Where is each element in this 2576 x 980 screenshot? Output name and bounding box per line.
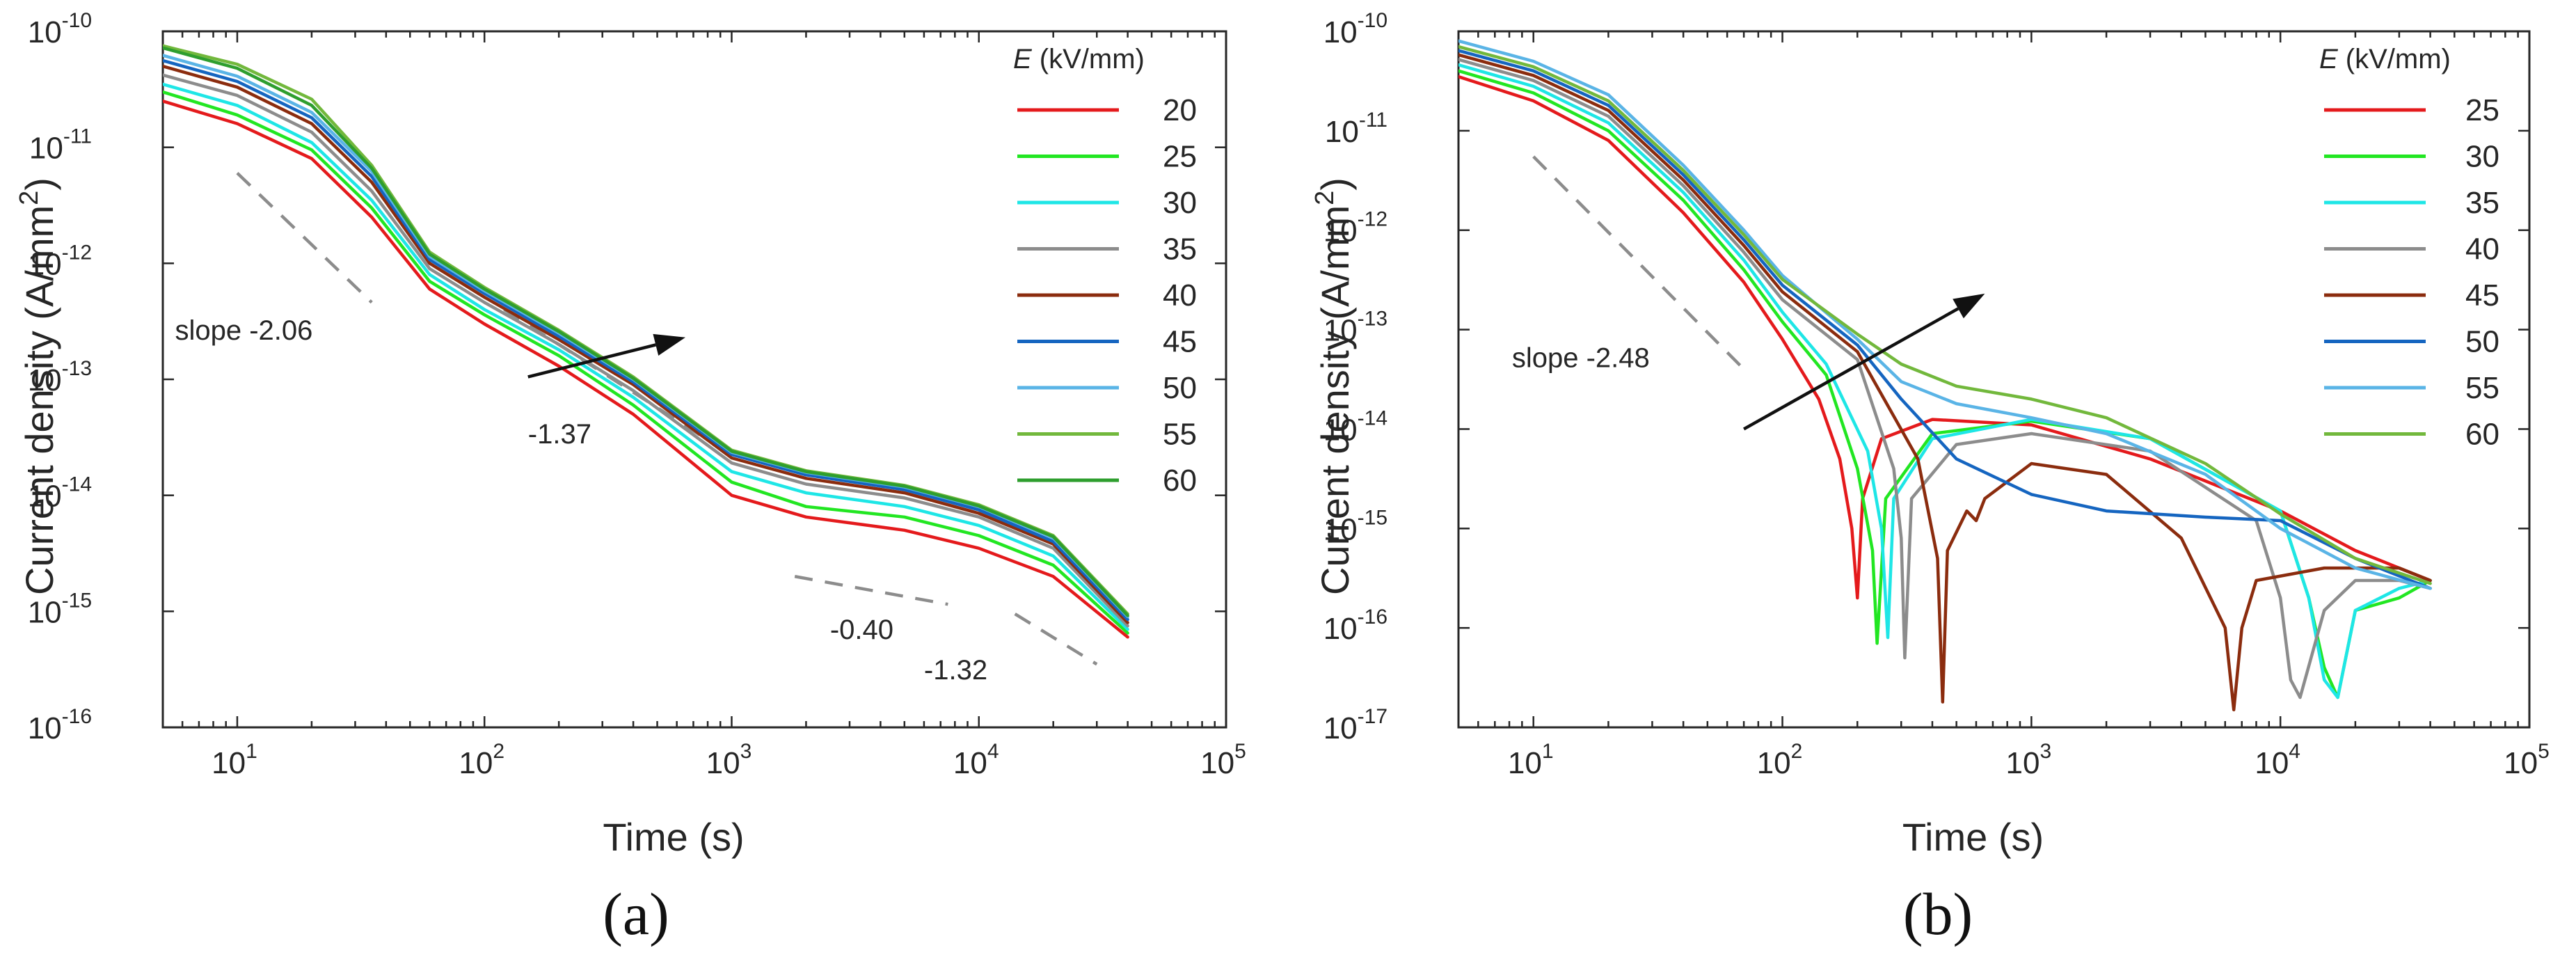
legend-label: 45: [2465, 278, 2499, 313]
y-tick-label: 10-11: [1325, 109, 1388, 149]
slope-guide-line: [1532, 155, 1745, 371]
y-tick-label: 10-12: [28, 241, 92, 281]
y-tick-label: 10-10: [28, 9, 92, 49]
y-tick-label: 10-16: [28, 705, 92, 745]
y-tick-label: 10-16: [1323, 606, 1388, 646]
x-tick-label: 101: [212, 740, 257, 780]
y-tick-label: 10-13: [28, 357, 92, 397]
slope-guide-label: slope -2.06: [175, 315, 312, 346]
x-axis-label: Time (s): [1902, 815, 2044, 859]
legend-label: 25: [1163, 140, 1197, 174]
y-tick-label: 10-14: [28, 473, 92, 514]
series-line-30: [1458, 69, 2432, 700]
series-line-35: [163, 73, 1129, 628]
series-line-40: [163, 64, 1129, 624]
legend-label: 55: [2465, 371, 2499, 405]
legend-label: 45: [1163, 325, 1197, 359]
slope-guide-line: [1014, 612, 1098, 666]
x-tick-label: 103: [706, 740, 752, 780]
y-tick-label: 10-15: [1323, 506, 1388, 546]
slope-guide-label: -1.37: [528, 419, 591, 450]
series-line-35: [1458, 63, 2432, 700]
y-tick-label: 10-17: [1323, 705, 1388, 745]
y-tick-label: 10-10: [1323, 9, 1388, 49]
legend-label: 30: [1163, 186, 1197, 220]
legend-label: 50: [2465, 325, 2499, 359]
legend-label: 35: [2465, 186, 2499, 220]
legend-label: 55: [1163, 418, 1197, 452]
chart-panel-b: 101 102 103 104 105 10-10 10-11 10-12 10-13 10-14…: [1310, 9, 2550, 947]
series-line-25: [163, 90, 1129, 635]
legend-label: 60: [2465, 418, 2499, 452]
legend-label: 50: [1163, 371, 1197, 405]
y-tick-label: 10-12: [1323, 208, 1388, 248]
y-axis-label: Current density (A/mm2): [15, 177, 61, 595]
trend-arrow-head: [653, 333, 686, 356]
legend-title: E (kV/mm): [2319, 44, 2451, 74]
series-line-30: [163, 82, 1129, 631]
trend-arrow-shaft: [1743, 307, 1959, 431]
legend-label: 40: [2465, 232, 2499, 267]
legend-title: E (kV/mm): [1013, 44, 1145, 74]
slope-guide-line: [794, 574, 948, 606]
y-tick-label: 10-14: [1323, 406, 1388, 447]
y-tick-label: 10-13: [1323, 308, 1388, 348]
x-tick-label: 102: [1757, 740, 1803, 780]
series-line-60: [1458, 45, 2432, 585]
slope-guide-line: [236, 172, 373, 304]
series-line-50: [1458, 49, 2432, 590]
slope-guide-label: slope -2.48: [1512, 342, 1650, 373]
y-axis-label: Current density (A/mm2): [1310, 177, 1357, 595]
series-line-20: [163, 100, 1129, 639]
panel-label: (b): [1903, 880, 1973, 947]
slope-guide-label: -1.32: [924, 655, 987, 686]
chart-panel-a: 101 102 103 104 105 10-10 10-11 10-12 10-13 10-14…: [15, 9, 1246, 947]
y-tick-label: 10-11: [29, 125, 92, 166]
x-axis-label: Time (s): [603, 815, 744, 859]
legend-label: 60: [1163, 464, 1197, 498]
x-tick-label: 101: [1508, 740, 1554, 780]
series-line-40: [1458, 58, 2432, 700]
trend-arrow-shaft: [527, 343, 656, 379]
panel-label: (a): [603, 880, 669, 947]
series-group: [1458, 39, 2432, 712]
legend-label: 30: [2465, 140, 2499, 174]
x-tick-label: 104: [2255, 740, 2300, 780]
plot-frame: [1457, 30, 2531, 729]
x-tick-label: 102: [459, 740, 504, 780]
series-group: [163, 44, 1129, 666]
x-tick-label: 103: [2006, 740, 2052, 780]
legend-label: 35: [1163, 232, 1197, 267]
y-tick-label: 10-15: [28, 589, 92, 629]
legend-label: 20: [1163, 93, 1197, 127]
legend-label: 40: [1163, 278, 1197, 313]
slope-guide-label: -0.40: [830, 615, 893, 645]
series-line-45: [1458, 53, 2432, 712]
x-tick-label: 104: [953, 740, 999, 780]
x-tick-label: 105: [1200, 740, 1246, 780]
trend-arrow-head: [1953, 293, 1985, 319]
x-tick-label: 105: [2504, 740, 2550, 780]
series-line-60: [163, 46, 1129, 617]
series-line-55: [1458, 39, 2432, 590]
legend-label: 25: [2465, 93, 2499, 127]
